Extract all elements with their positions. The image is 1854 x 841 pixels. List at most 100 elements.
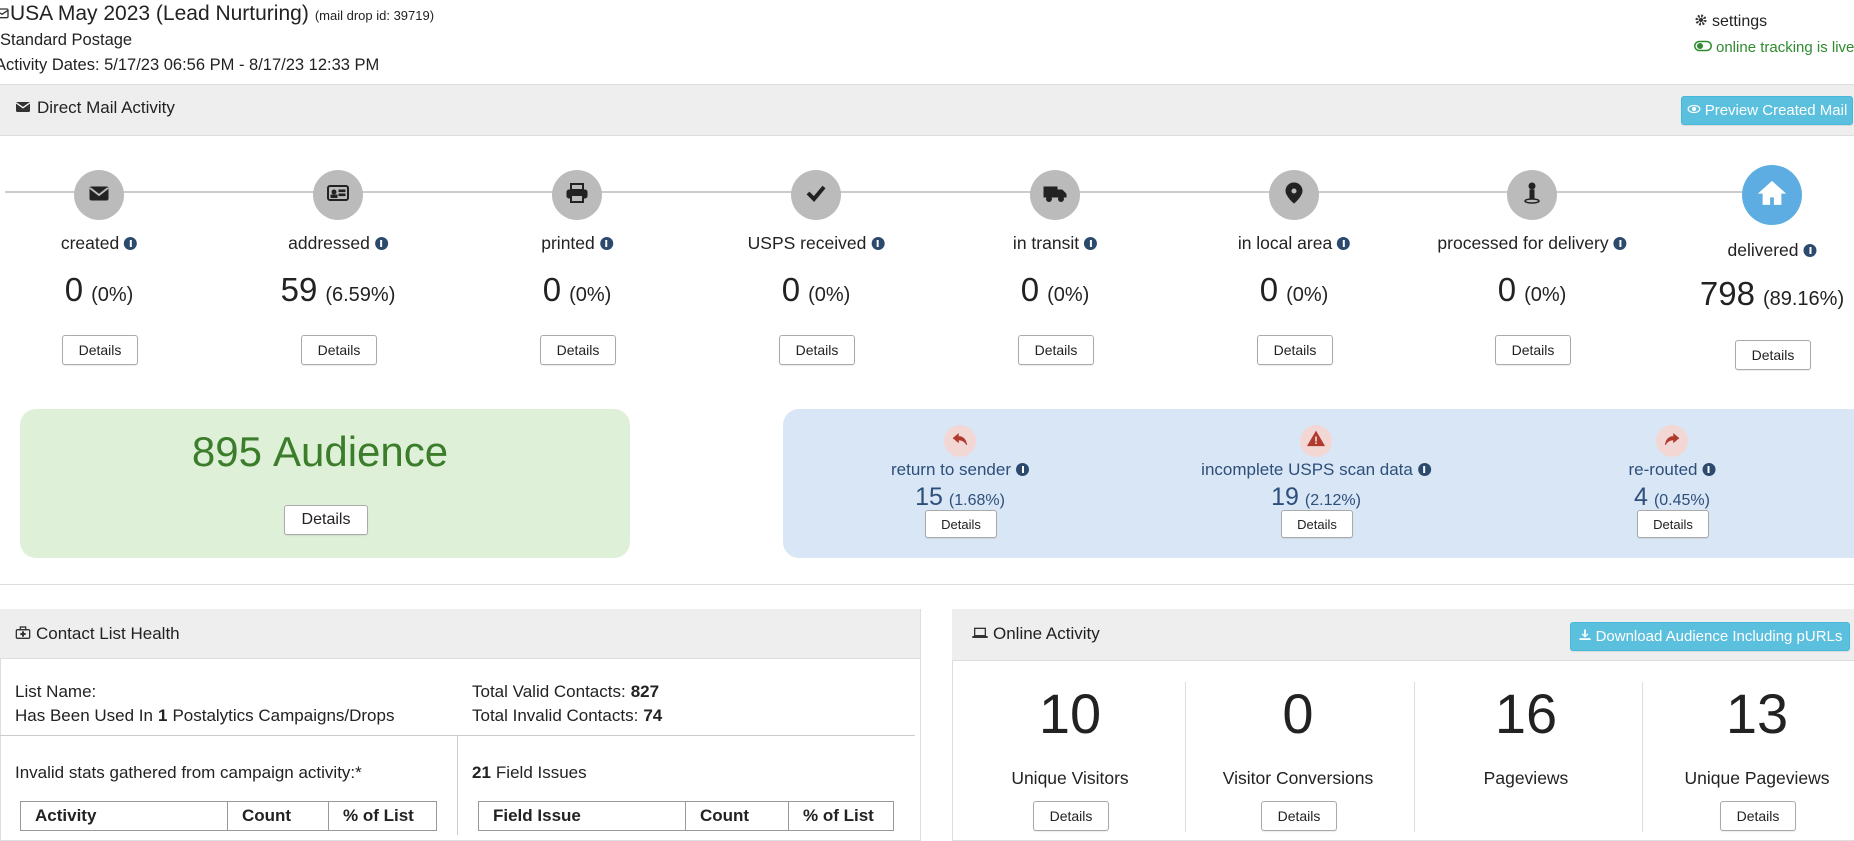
stage-count: 798 (89.16%) <box>1700 275 1844 313</box>
download-text: Download Audience Including pURLs <box>1595 628 1843 645</box>
details-button[interactable]: Details <box>1261 801 1337 831</box>
stage-count: 59 (6.59%) <box>281 271 396 309</box>
details-button[interactable]: Details <box>1281 510 1353 538</box>
stage-label: processed for delivery <box>1437 233 1627 254</box>
stage-label-text: USPS received <box>747 233 867 253</box>
exception-count: 4 (0.45%) <box>1634 483 1710 512</box>
table-header: Count <box>227 801 329 831</box>
info-icon <box>124 237 138 250</box>
download-button[interactable]: Download Audience Including pURLs <box>1570 622 1850 651</box>
stage-percent: (0%) <box>91 284 134 306</box>
stage-icon <box>1507 170 1557 220</box>
stage-label-text: in transit <box>1012 233 1080 253</box>
icon <box>15 625 31 646</box>
info-icon <box>1016 463 1030 476</box>
details-button[interactable]: Details <box>1033 801 1109 831</box>
details-button[interactable]: Details <box>62 335 138 365</box>
preview-button[interactable]: Preview Created Mail <box>1681 96 1853 125</box>
icon <box>804 181 828 210</box>
table-header: % of List <box>788 801 894 831</box>
exception-label: incomplete USPS scan data <box>1201 460 1431 480</box>
stage-icon <box>1030 170 1080 220</box>
icon <box>972 625 988 646</box>
valid-count: 827 <box>630 682 660 701</box>
info-icon <box>374 237 388 250</box>
details-button[interactable]: Details <box>925 510 997 538</box>
icon <box>1757 178 1787 213</box>
details-button[interactable]: Details <box>1735 340 1811 370</box>
timeline-line <box>5 191 1775 193</box>
stage-label: in transit <box>1012 233 1098 254</box>
icon <box>87 181 111 210</box>
exception-icon <box>1656 425 1688 457</box>
info-icon <box>1702 463 1716 476</box>
stat-value: 0 <box>1282 682 1314 745</box>
stage-percent: (0%) <box>1047 284 1090 306</box>
data-table: Activity Count% of List <box>20 801 437 831</box>
stage-label: in local area <box>1238 233 1351 254</box>
table-header: Activity <box>20 801 228 831</box>
icon <box>0 3 10 27</box>
usage-count: 1 <box>157 706 168 725</box>
stage-count: 0 (0%) <box>65 271 134 309</box>
stage-label-text: created <box>60 233 120 253</box>
drop-id: (mail drop id: 39719) <box>314 8 435 23</box>
details-button[interactable]: Details <box>1637 510 1709 538</box>
details-button[interactable]: Details <box>540 335 616 365</box>
divider <box>457 735 458 835</box>
invalid-contacts: Total Invalid Contacts: 74 <box>472 706 662 726</box>
stage-count: 0 (0%) <box>1021 271 1090 309</box>
stage-count-value: 0 <box>1497 271 1517 308</box>
exception-count-value: 19 <box>1271 483 1299 511</box>
panel-header <box>952 609 1854 661</box>
stage-label-text: processed for delivery <box>1437 233 1609 253</box>
field-issues-count: 21 <box>472 763 491 782</box>
stage-count: 0 (0%) <box>1260 271 1329 309</box>
stage-count-value: 0 <box>64 271 84 308</box>
exception-count-value: 15 <box>915 483 943 511</box>
usage: Has Been Used In 1 Postalytics Campaigns/D… <box>15 706 394 726</box>
details-button[interactable]: Details <box>1257 335 1333 365</box>
exception-label: return to sender <box>890 460 1030 480</box>
info-icon <box>1613 237 1627 250</box>
icon <box>15 99 31 120</box>
info-icon <box>871 237 885 250</box>
stat-value: 16 <box>1494 682 1558 745</box>
details-button[interactable]: Details <box>1018 335 1094 365</box>
exception-percent: (1.68%) <box>948 492 1005 509</box>
stage-percent: (0%) <box>1524 284 1567 306</box>
panel-header <box>0 609 920 659</box>
exception-icon <box>1300 425 1332 457</box>
details-button[interactable]: Details <box>1495 335 1571 365</box>
settings-link[interactable]: settings <box>1694 13 1767 32</box>
stage-label-text: delivered <box>1727 240 1799 260</box>
stage-count-value: 798 <box>1699 275 1755 312</box>
icon <box>1578 628 1592 646</box>
icon <box>1694 37 1712 59</box>
stage-percent: (6.59%) <box>325 284 396 306</box>
exception-count: 15 (1.68%) <box>915 483 1005 512</box>
icon <box>1306 429 1326 454</box>
stage-icon <box>74 170 124 220</box>
icon <box>1687 102 1701 120</box>
details-button[interactable]: Details <box>1720 801 1796 831</box>
icon <box>1282 181 1306 210</box>
details-button[interactable]: Details <box>779 335 855 365</box>
invalid-label: Total Invalid Contacts: <box>472 706 639 725</box>
title-text: USA May 2023 (Lead Nurturing) <box>10 2 309 25</box>
details-button[interactable]: Details <box>284 505 368 535</box>
invalid-note: Invalid stats gathered from campaign act… <box>15 763 362 782</box>
exception-label-text: return to sender <box>890 460 1012 479</box>
details-button[interactable]: Details <box>301 335 377 365</box>
info-icon <box>1417 463 1431 476</box>
stage-count: 0 (0%) <box>1498 271 1567 309</box>
section-title-text: Direct Mail Activity <box>37 98 175 117</box>
table-header-row: Field Issue Count% of List <box>478 801 894 831</box>
exception-label: re-routed <box>1629 460 1716 480</box>
table-header: % of List <box>328 801 437 831</box>
panel-title-text: Contact List Health <box>36 624 180 643</box>
icon <box>950 429 970 454</box>
icon <box>1662 429 1682 454</box>
data-table: Field Issue Count% of List <box>478 801 894 831</box>
